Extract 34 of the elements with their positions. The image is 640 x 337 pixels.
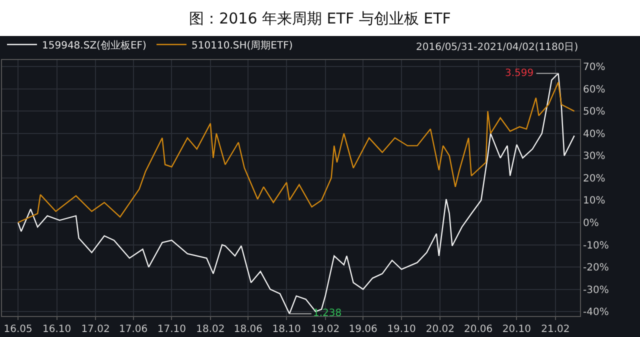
x-tick-label: 19.06 xyxy=(348,324,378,335)
y-tick-label: 0% xyxy=(583,218,599,229)
x-tick-label: 18.02 xyxy=(196,324,225,335)
x-tick-label: 19.02 xyxy=(310,324,340,335)
y-tick-label: -30% xyxy=(583,284,609,296)
y-tick-label: -40% xyxy=(583,307,609,318)
x-tick-label: 16.10 xyxy=(42,324,72,335)
x-tick-label: 18.10 xyxy=(272,324,301,335)
x-tick-label: 20.10 xyxy=(502,324,532,335)
chart-title: 图：2016 年来周期 ETF 与创业板 ETF xyxy=(189,9,451,28)
x-tick-label: 16.05 xyxy=(4,324,32,335)
legend-label: 510110.SH(周期ETF) xyxy=(192,39,293,52)
y-tick-label: 60% xyxy=(583,84,606,96)
annotation: 3.599 xyxy=(505,68,534,79)
x-tick-label: 20.02 xyxy=(426,324,455,335)
y-tick-label: -20% xyxy=(583,262,609,274)
y-tick-label: 50% xyxy=(583,106,606,118)
x-tick-label: 17.10 xyxy=(157,324,186,335)
legend-label: 159948.SZ(创业板EF) xyxy=(42,39,147,52)
text: 2016/05/31-2021/04/02(1180日) xyxy=(416,42,578,53)
y-tick-label: 20% xyxy=(583,173,606,184)
y-tick-label: 10% xyxy=(583,196,606,207)
y-tick-label: 40% xyxy=(583,128,606,140)
annotation: 1.238 xyxy=(313,308,342,319)
x-tick-label: 19.10 xyxy=(387,324,416,335)
x-tick-label: 18.06 xyxy=(234,324,263,335)
x-tick-label: 17.06 xyxy=(118,324,148,335)
y-tick-label: 70% xyxy=(583,62,606,74)
x-tick-label: 21.02 xyxy=(541,324,570,335)
y-tick-label: 30% xyxy=(583,151,606,162)
x-tick-label: 17.02 xyxy=(81,324,110,335)
x-tick-label: 20.06 xyxy=(464,324,493,335)
line-series xyxy=(17,82,575,224)
y-tick-label: -10% xyxy=(583,240,609,252)
